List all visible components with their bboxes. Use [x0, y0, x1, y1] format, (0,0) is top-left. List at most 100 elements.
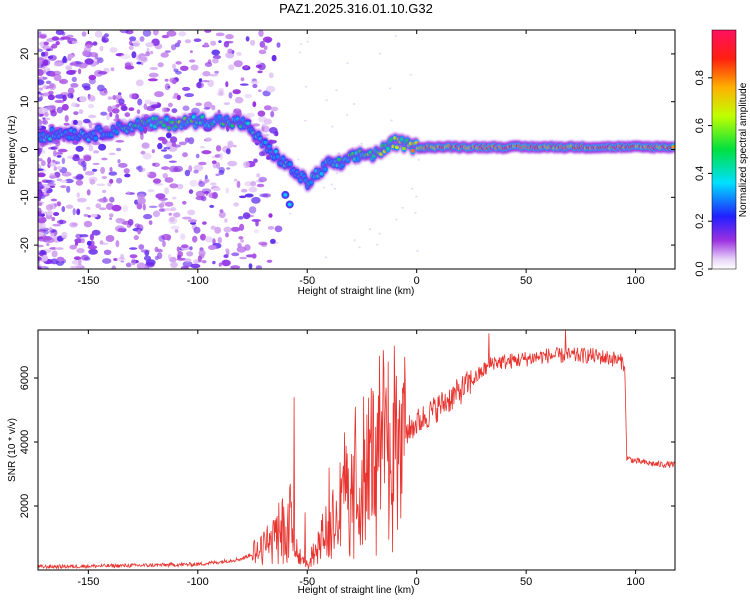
spectrogram-noise-blob — [368, 228, 371, 231]
spectrogram-noise-blob — [227, 140, 234, 148]
spectrogram-noise-blob — [240, 239, 245, 243]
spectrogram-noise-blob — [265, 38, 272, 44]
spectrogram-noise-blob — [204, 62, 213, 67]
spectrogram-noise-blob — [198, 181, 206, 187]
spectrogram-noise-blob — [145, 42, 154, 48]
spectrogram-noise-blob — [56, 151, 63, 155]
spectrogram-noise-blob — [168, 160, 177, 163]
spectrogram-noise-blob — [104, 33, 109, 38]
spectrogram-noise-blob — [178, 31, 187, 37]
spectrogram-noise-blob — [199, 145, 206, 149]
snr-series-line — [38, 330, 675, 570]
spectrogram-ridge-core — [191, 115, 196, 119]
spectrogram-noise-blob — [166, 132, 172, 139]
spectrogram-noise-blob — [225, 248, 230, 252]
spectrogram-noise-blob — [205, 137, 212, 142]
spectrogram-noise-blob — [38, 94, 41, 98]
spectrogram-noise-blob — [99, 207, 107, 211]
spectrogram-noise-blob — [38, 202, 43, 207]
spectrogram-noise-blob — [61, 103, 69, 111]
spectrogram-noise-blob — [55, 94, 65, 99]
spectrogram-noise-blob — [105, 235, 115, 242]
spectrogram-noise-blob — [109, 217, 113, 220]
spectrogram-noise-blob — [184, 93, 194, 98]
spectrogram-noise-blob — [133, 235, 139, 241]
spectrogram-noise-blob — [195, 190, 205, 198]
spectrogram-noise-blob — [57, 148, 68, 153]
spectrogram-noise-blob — [266, 259, 273, 263]
spectrogram-noise-blob — [168, 102, 173, 108]
spectrogram-noise-blob — [182, 216, 192, 220]
spectrogram-noise-blob — [184, 39, 191, 44]
spectrogram-noise-blob — [86, 206, 91, 210]
spectrogram-noise-blob — [109, 213, 114, 218]
spectrogram-noise-blob — [218, 262, 222, 267]
spectrogram-noise-blob — [46, 179, 55, 184]
spectrogram-noise-blob — [346, 62, 349, 65]
spectrogram-noise-blob — [218, 166, 225, 174]
spectrogram-noise-blob — [263, 105, 272, 111]
spectrogram-noise-blob — [270, 238, 276, 244]
spectrogram-noise-blob — [157, 136, 166, 141]
spectrogram-noise-blob — [107, 96, 113, 100]
snr-ytick-label: 2000 — [19, 494, 31, 518]
spectrogram-noise-blob — [137, 197, 146, 205]
spectrogram-noise-blob — [136, 262, 146, 269]
colorbar-tick-label: 0.0 — [694, 261, 706, 276]
spectrogram-noise-blob — [90, 52, 98, 58]
spectrogram-noise-blob — [66, 34, 74, 38]
spectrogram-noise-blob — [193, 38, 202, 42]
spectrogram-noise-blob — [173, 212, 181, 218]
spectrogram-noise-blob — [195, 81, 204, 89]
spectrogram-noise-blob — [246, 112, 255, 118]
spectrogram-noise-blob — [119, 30, 130, 34]
spectrogram-noise-blob — [168, 212, 172, 216]
spectrogram-noise-blob — [88, 121, 93, 129]
spectrogram-noise-blob — [215, 173, 220, 177]
spectrogram-noise-blob — [164, 208, 173, 212]
spectrogram-noise-blob — [202, 71, 211, 77]
spectrogram-noise-blob — [258, 49, 267, 55]
spectrogram-noise-blob — [216, 162, 221, 169]
spectrogram-noise-blob — [52, 159, 56, 163]
spectrogram-noise-blob — [289, 212, 292, 215]
spectrogram-ridge-core — [288, 162, 293, 167]
spectrogram-noise-blob — [190, 263, 201, 269]
spectrogram-noise-blob — [243, 161, 250, 169]
spectrogram-noise-blob — [118, 162, 128, 168]
spectrogram-noise-blob — [144, 99, 152, 105]
spectrogram-noise-blob — [324, 256, 328, 259]
spectrogram-noise-blob — [50, 45, 54, 51]
spectrogram-noise-blob — [51, 36, 60, 41]
spectrogram-noise-blob — [96, 183, 106, 187]
spectrogram-noise-blob — [158, 235, 165, 242]
spectrogram-noise-blob — [219, 209, 224, 213]
spectrogram-noise-blob — [263, 133, 270, 137]
spectrogram-noise-blob — [248, 206, 257, 214]
spectrogram-noise-blob — [128, 107, 135, 111]
spectrogram-noise-blob — [227, 48, 233, 54]
spectrogram-noise-blob — [337, 152, 341, 155]
spectrogram-noise-blob — [186, 251, 194, 257]
spectrogram-noise-blob — [189, 179, 198, 187]
spectrogram-noise-blob — [182, 105, 190, 111]
spectrogram-noise-blob — [171, 142, 177, 147]
spectrogram-ylabel: Frequency (Hz) — [7, 116, 18, 185]
spectrogram-noise-blob — [252, 83, 258, 89]
spectrogram-noise-blob — [38, 147, 43, 154]
spectrogram-noise-blob — [258, 30, 264, 37]
spectrogram-noise-blob — [184, 258, 192, 263]
spectrogram-noise-blob — [232, 144, 237, 148]
spectrogram-noise-blob — [239, 83, 249, 86]
spectrogram-noise-blob — [215, 145, 222, 152]
spectrogram-noise-blob — [75, 175, 79, 180]
spectrogram-noise-blob — [163, 146, 171, 150]
spectrogram-noise-blob — [60, 185, 67, 189]
spectrogram-noise-blob — [41, 51, 46, 57]
spectrogram-noise-blob — [41, 254, 49, 262]
spectrogram-noise-blob — [56, 155, 62, 158]
spectrogram-ridge-core — [337, 157, 342, 162]
spectrogram-noise-blob — [38, 31, 42, 36]
spectrogram-noise-blob — [202, 221, 207, 225]
spectrogram-noise-blob — [55, 247, 64, 250]
